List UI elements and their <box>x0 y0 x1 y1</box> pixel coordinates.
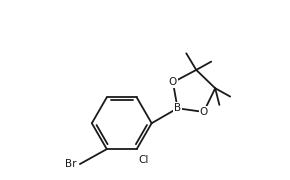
Text: Cl: Cl <box>138 155 149 165</box>
Text: Br: Br <box>65 159 77 169</box>
Text: O: O <box>200 107 208 117</box>
Text: O: O <box>169 77 177 87</box>
Text: B: B <box>174 103 181 113</box>
